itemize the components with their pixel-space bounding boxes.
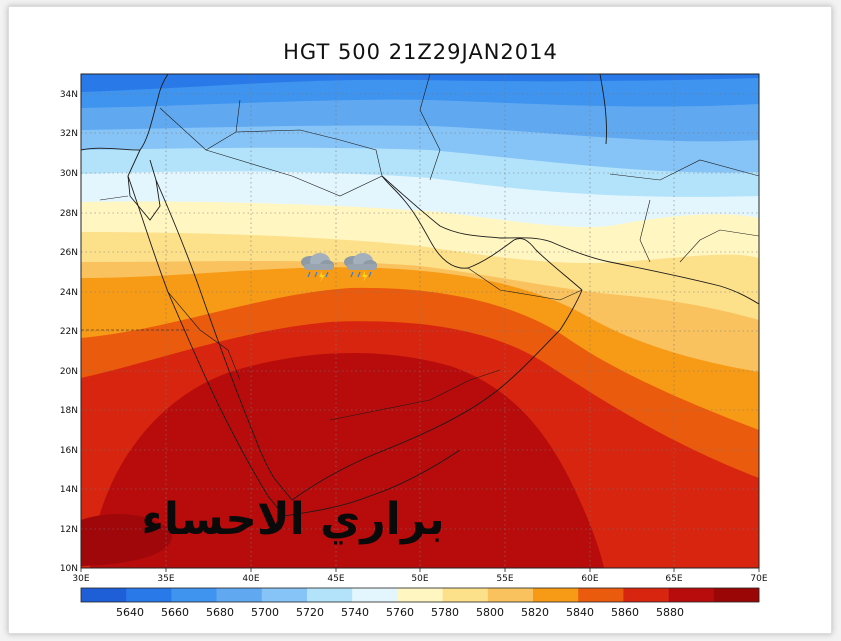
colorbar-label-5860: 5860 — [611, 606, 639, 619]
colorbar-label-5680: 5680 — [206, 606, 234, 619]
x-tick-35e: 35E — [157, 574, 174, 584]
y-tick-24n: 24N — [60, 288, 78, 298]
colorbar-swatch — [578, 588, 624, 602]
x-tick-45e: 45E — [327, 574, 344, 584]
tick-marks — [80, 568, 760, 572]
colorbar-swatch — [171, 588, 217, 602]
rain-cloud-icon — [301, 253, 334, 282]
colorbar-swatch — [623, 588, 669, 602]
x-tick-55e: 55E — [496, 574, 513, 584]
colorbar-swatch — [487, 588, 534, 602]
colorbar-border — [80, 587, 760, 603]
band-5900 — [90, 353, 604, 568]
colorbar-label-5780: 5780 — [431, 606, 459, 619]
x-tick-50e: 50E — [411, 574, 428, 584]
map-title: HGT 500 21Z29JAN2014 — [283, 40, 558, 64]
colorbar-labels: 5640 5660 5680 5700 5720 5740 5760 5780 … — [116, 606, 684, 619]
x-axis-labels: 30E 35E 40E 45E 50E 55E 60E 65E 70E — [72, 574, 767, 584]
colorbar-swatch — [442, 588, 489, 602]
colorbar-swatch — [352, 588, 398, 602]
x-tick-40e: 40E — [242, 574, 259, 584]
colorbar-swatch — [126, 588, 172, 602]
x-tick-70e: 70E — [750, 574, 767, 584]
colorbar-swatch — [81, 588, 127, 602]
x-tick-60e: 60E — [581, 574, 598, 584]
y-tick-34n: 34N — [60, 90, 78, 100]
rain-cloud-icon — [344, 253, 377, 282]
colorbar-swatch — [307, 588, 353, 602]
x-tick-65e: 65E — [665, 574, 682, 584]
colorbar-swatch — [713, 588, 760, 602]
colorbar-label-5800: 5800 — [476, 606, 504, 619]
height-field — [81, 74, 759, 568]
colorbar-swatch — [261, 588, 308, 602]
y-axis-labels: 10N 12N 14N 16N 18N 20N 22N 24N 26N 28N … — [60, 90, 78, 574]
graticule — [81, 74, 759, 568]
colorbar-label-5840: 5840 — [566, 606, 594, 619]
colorbar-label-5740: 5740 — [341, 606, 369, 619]
watermark-text: براري الاحساء — [141, 494, 445, 545]
colorbar-label-5720: 5720 — [296, 606, 324, 619]
colorbar-label-5820: 5820 — [521, 606, 549, 619]
colorbar-swatch — [216, 588, 263, 602]
colorbar — [80, 587, 760, 603]
y-tick-30n: 30N — [60, 169, 78, 179]
x-tick-30e: 30E — [72, 574, 89, 584]
colorbar-label-5660: 5660 — [161, 606, 189, 619]
y-tick-32n: 32N — [60, 129, 78, 139]
y-tick-20n: 20N — [60, 367, 78, 377]
y-tick-28n: 28N — [60, 209, 78, 219]
y-tick-18n: 18N — [60, 406, 78, 416]
y-tick-22n: 22N — [60, 327, 78, 337]
y-tick-16n: 16N — [60, 446, 78, 456]
colorbar-label-5700: 5700 — [251, 606, 279, 619]
y-tick-12n: 12N — [60, 525, 78, 535]
country-borders — [81, 74, 759, 421]
colorbar-label-5880: 5880 — [656, 606, 684, 619]
colorbar-swatch — [668, 588, 715, 602]
y-tick-10n: 10N — [60, 564, 78, 574]
colorbar-label-5640: 5640 — [116, 606, 144, 619]
y-tick-26n: 26N — [60, 248, 78, 258]
y-tick-14n: 14N — [60, 485, 78, 495]
band-5910 — [81, 514, 172, 566]
colorbar-swatch — [397, 588, 443, 602]
colorbar-swatch — [533, 588, 579, 602]
colorbar-label-5760: 5760 — [386, 606, 414, 619]
